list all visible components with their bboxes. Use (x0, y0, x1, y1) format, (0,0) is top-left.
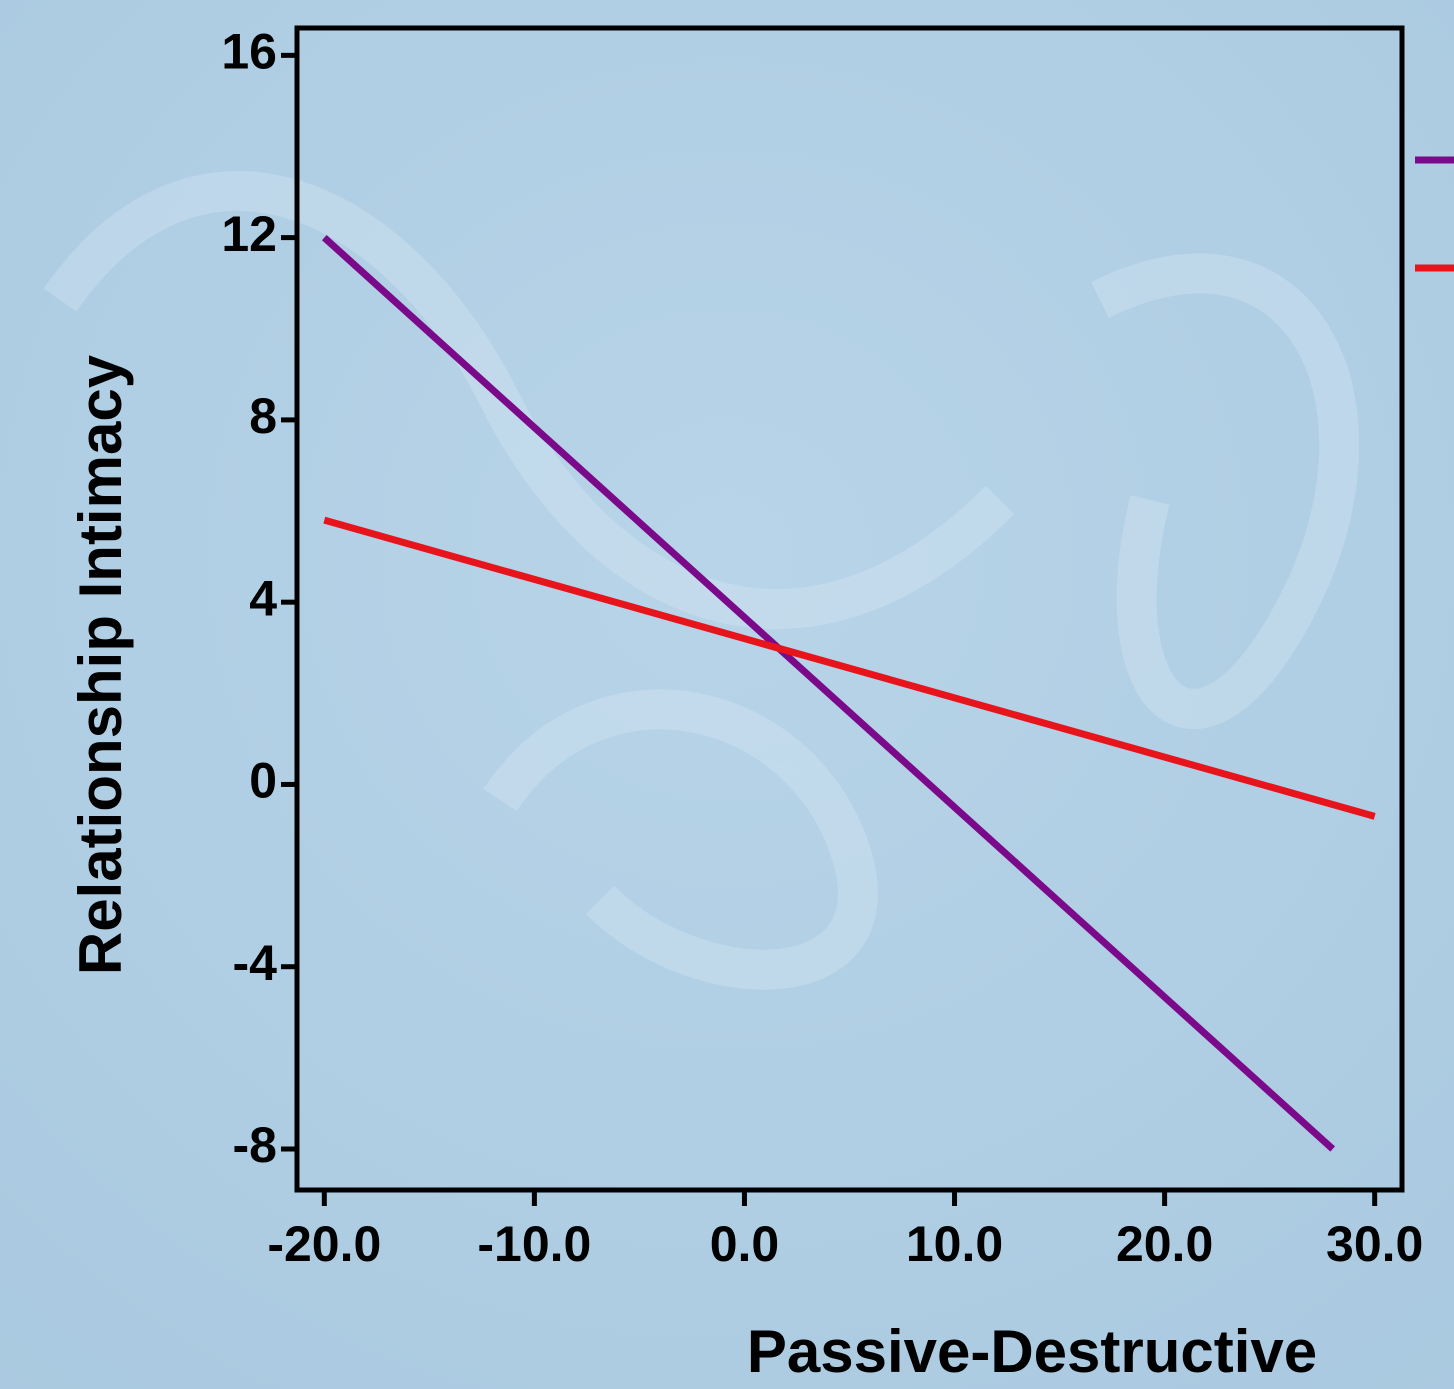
y-tick-label: 0 (249, 753, 277, 809)
x-tick-label: -10.0 (477, 1216, 591, 1272)
y-tick-label: -4 (233, 935, 278, 991)
y-tick-label: 4 (249, 570, 277, 626)
y-axis-label: Relationship Intimacy (67, 354, 134, 975)
x-tick-label: 10.0 (906, 1216, 1003, 1272)
x-tick-label: 30.0 (1326, 1216, 1423, 1272)
x-tick-label: -20.0 (267, 1216, 381, 1272)
y-tick-label: 16 (221, 24, 277, 80)
x-tick-label: 20.0 (1116, 1216, 1213, 1272)
series-line (321, 235, 1336, 1152)
y-tick-label: 8 (249, 388, 277, 444)
y-tick-label: 12 (221, 206, 277, 262)
y-tick-label: -8 (233, 1117, 277, 1173)
plot-frame (294, 25, 1405, 1193)
x-axis-label: Passive-Destructive (747, 1318, 1317, 1385)
series-line (323, 516, 1376, 820)
x-tick-label: 0.0 (710, 1216, 780, 1272)
